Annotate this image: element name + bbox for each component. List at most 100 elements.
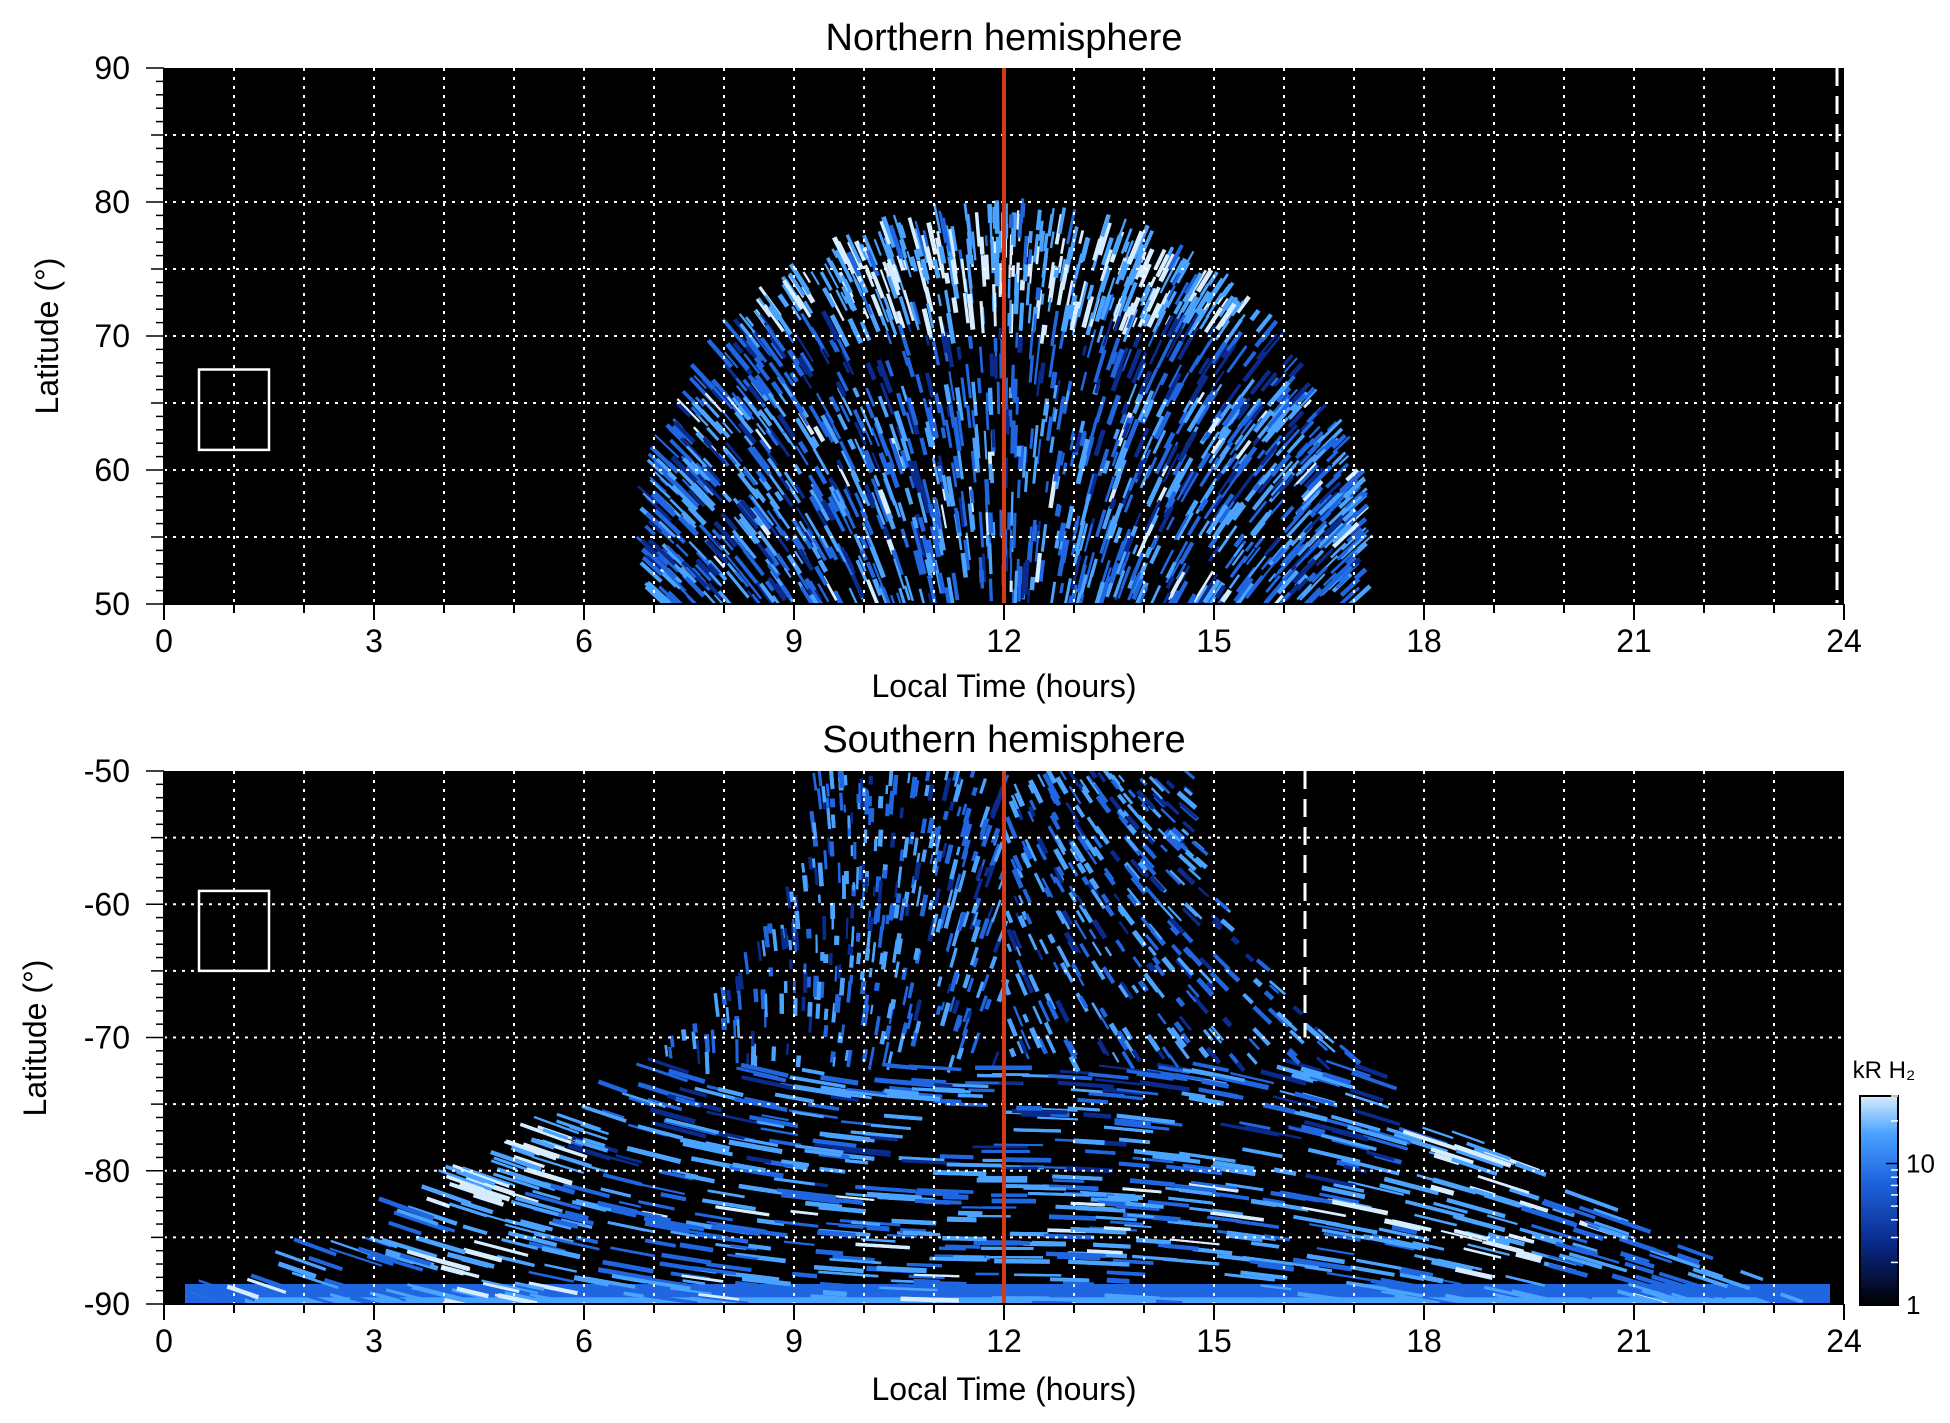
colorbar-tick-label: 10 xyxy=(1906,1149,1935,1179)
emission-streak xyxy=(830,492,848,524)
emission-streak xyxy=(987,387,994,415)
emission-streak xyxy=(349,1294,384,1304)
emission-streak xyxy=(1262,1197,1286,1204)
emission-streak xyxy=(1330,496,1344,509)
emission-streak xyxy=(1053,876,1061,888)
emission-streak xyxy=(1108,562,1120,584)
emission-streak xyxy=(812,975,819,998)
emission-streak xyxy=(1176,790,1198,810)
emission-streak xyxy=(1165,516,1175,531)
emission-streak xyxy=(825,783,830,797)
emission-streak xyxy=(1242,1147,1283,1159)
emission-streak xyxy=(802,271,811,284)
emission-streak xyxy=(734,395,753,417)
emission-streak xyxy=(1234,582,1255,604)
emission-streak xyxy=(1568,1252,1628,1273)
emission-streak xyxy=(885,308,898,336)
emission-streak xyxy=(1097,221,1112,256)
emission-streak xyxy=(1113,297,1122,318)
emission-streak xyxy=(916,549,927,575)
emission-streak xyxy=(968,1088,995,1093)
emission-streak xyxy=(1121,1050,1136,1070)
emission-streak xyxy=(801,1067,825,1076)
emission-streak xyxy=(767,576,787,602)
emission-streak xyxy=(912,301,921,325)
emission-streak xyxy=(839,977,845,996)
emission-streak xyxy=(1114,1121,1170,1131)
x-tick-label: 15 xyxy=(1196,1323,1232,1359)
emission-streak xyxy=(1347,584,1372,604)
emission-streak xyxy=(913,861,922,881)
emission-streak xyxy=(1048,1074,1093,1081)
emission-streak xyxy=(649,445,678,473)
emission-streak xyxy=(1032,456,1038,484)
emission-streak xyxy=(1198,1046,1210,1059)
emission-streak xyxy=(984,864,996,888)
emission-streak xyxy=(914,1020,922,1034)
emission-streak xyxy=(1043,1233,1095,1240)
emission-streak xyxy=(939,1002,951,1027)
emission-streak xyxy=(901,1022,909,1034)
emission-streak xyxy=(760,989,767,1010)
emission-streak xyxy=(1297,1291,1345,1303)
emission-streak xyxy=(791,305,802,321)
emission-streak xyxy=(971,231,977,261)
emission-streak xyxy=(1394,1293,1440,1304)
emission-streak xyxy=(860,292,873,316)
emission-streak xyxy=(1022,1013,1030,1023)
emission-streak xyxy=(496,1167,552,1189)
emission-streak xyxy=(1061,264,1070,283)
emission-streak xyxy=(1160,807,1176,824)
emission-streak xyxy=(1039,230,1046,252)
emission-streak xyxy=(1161,592,1171,604)
emission-streak xyxy=(1133,1149,1191,1160)
emission-streak xyxy=(1194,290,1212,315)
emission-streak xyxy=(1073,548,1081,566)
emission-streak xyxy=(357,1246,398,1264)
emission-streak xyxy=(890,594,896,604)
emission-streak xyxy=(1010,364,1015,394)
emission-streak xyxy=(1033,524,1038,542)
emission-streak xyxy=(768,427,791,458)
emission-streak xyxy=(1740,1269,1764,1281)
emission-streak xyxy=(1083,524,1093,552)
emission-streak xyxy=(793,550,804,565)
emission-streak xyxy=(936,465,945,483)
emission-streak xyxy=(1189,1206,1214,1213)
emission-streak xyxy=(1352,1108,1401,1127)
emission-streak xyxy=(1001,1157,1052,1163)
emission-streak xyxy=(1054,503,1061,517)
emission-streak xyxy=(794,1144,844,1154)
emission-streak xyxy=(1307,529,1326,548)
emission-streak xyxy=(1015,946,1022,957)
emission-streak xyxy=(767,923,774,934)
emission-streak xyxy=(1036,843,1048,861)
emission-streak xyxy=(481,1279,539,1295)
emission-streak xyxy=(640,1183,685,1196)
emission-streak xyxy=(601,1109,625,1120)
emission-streak xyxy=(1201,573,1219,599)
emission-streak xyxy=(1248,555,1267,578)
emission-streak xyxy=(694,462,719,488)
emission-streak xyxy=(897,502,907,522)
emission-streak xyxy=(643,1293,698,1304)
emission-streak xyxy=(1027,811,1035,823)
emission-streak xyxy=(950,462,958,488)
emission-streak xyxy=(1130,858,1147,877)
emission-streak xyxy=(1341,477,1359,494)
emission-streak xyxy=(1176,430,1198,463)
emission-streak xyxy=(829,798,836,808)
emission-streak xyxy=(564,1210,589,1220)
emission-streak xyxy=(881,525,892,541)
emission-streak xyxy=(1052,1174,1103,1181)
emission-streak xyxy=(1114,439,1129,470)
emission-streak xyxy=(626,1145,682,1164)
emission-streak xyxy=(812,447,830,476)
emission-streak xyxy=(1541,1200,1574,1215)
emission-streak xyxy=(544,1263,577,1273)
emission-streak xyxy=(1215,302,1237,331)
emission-streak xyxy=(1124,864,1140,883)
emission-streak xyxy=(1306,571,1318,583)
emission-streak xyxy=(602,1259,654,1274)
emission-streak xyxy=(1187,867,1202,881)
